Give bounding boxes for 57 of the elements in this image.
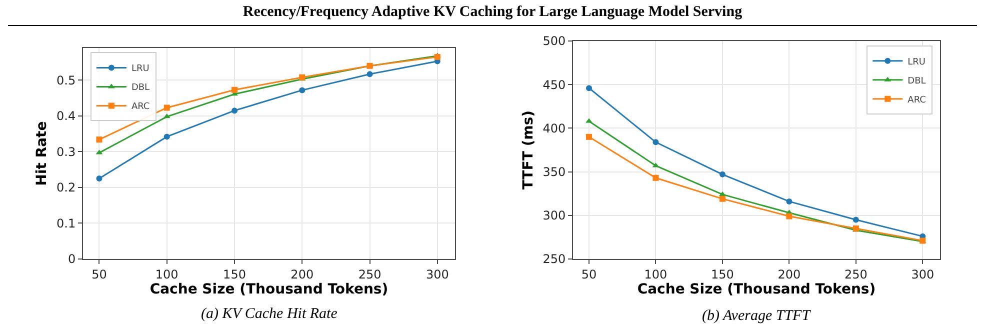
point	[586, 118, 592, 123]
point	[652, 139, 659, 146]
x-axis-title: Cache Size (Thousand Tokens)	[150, 281, 388, 298]
legend-label: DBL	[908, 76, 926, 86]
y-tick-label: 300	[542, 208, 566, 223]
x-tick-label: 250	[844, 267, 868, 282]
text: (b) Average TTFT	[702, 308, 812, 324]
point	[586, 85, 592, 92]
y-tick-label: 0.1	[56, 216, 76, 230]
y-axis-title: Hit Rate	[34, 121, 50, 186]
text: (a) KV Cache Hit Rate	[201, 306, 338, 322]
y-tick-label: 450	[542, 78, 566, 92]
legend-label: DBL	[131, 83, 150, 94]
point	[719, 191, 726, 196]
legend-label: ARC	[131, 102, 150, 112]
legend-label: LRU	[131, 64, 150, 74]
x-tick-label: 300	[911, 267, 934, 282]
point	[434, 54, 440, 60]
y-tick-label: 0.2	[56, 180, 76, 195]
y-tick-label: 350	[542, 165, 566, 179]
legend-label: LRU	[908, 57, 926, 68]
x-tick-label: 150	[711, 267, 734, 282]
y-tick-label: 500	[542, 34, 566, 48]
point	[786, 198, 792, 204]
point	[366, 71, 373, 78]
x-tick-label: 50	[581, 267, 597, 282]
point	[586, 134, 592, 140]
point	[96, 136, 102, 143]
y-tick-label: 0.5	[56, 73, 76, 88]
y-tick-label: 250	[542, 252, 566, 266]
text: Recency/Frequency Adaptive KV Caching for Large Language Model Serving	[242, 4, 744, 21]
x-tick-label: 50	[92, 267, 107, 282]
x-tick-label: 150	[223, 267, 246, 282]
point	[719, 196, 726, 202]
x-tick-label: 200	[290, 267, 314, 282]
point	[786, 213, 792, 220]
x-tick-label: 250	[358, 267, 382, 282]
point	[164, 104, 170, 111]
legend-label: ARC	[908, 95, 926, 106]
point	[852, 216, 859, 223]
point	[719, 171, 726, 178]
y-tick-label: 0.4	[56, 109, 76, 124]
y-tick-label: 400	[542, 121, 566, 136]
x-axis-title: Cache Size (Thousand Tokens)	[637, 281, 876, 298]
x-tick-label: 100	[644, 267, 668, 282]
x-tick-label: 100	[155, 267, 178, 282]
x-tick-label: 200	[778, 267, 801, 282]
y-axis-title: TTFT (ms)	[520, 110, 536, 190]
y-tick-label: 0.3	[56, 144, 76, 159]
point	[164, 134, 170, 140]
point	[232, 86, 238, 93]
point	[96, 176, 102, 182]
point	[299, 87, 306, 94]
x-tick-label: 300	[426, 267, 449, 282]
point	[232, 108, 238, 114]
point	[652, 174, 659, 181]
y-tick-label: 0	[68, 252, 76, 266]
